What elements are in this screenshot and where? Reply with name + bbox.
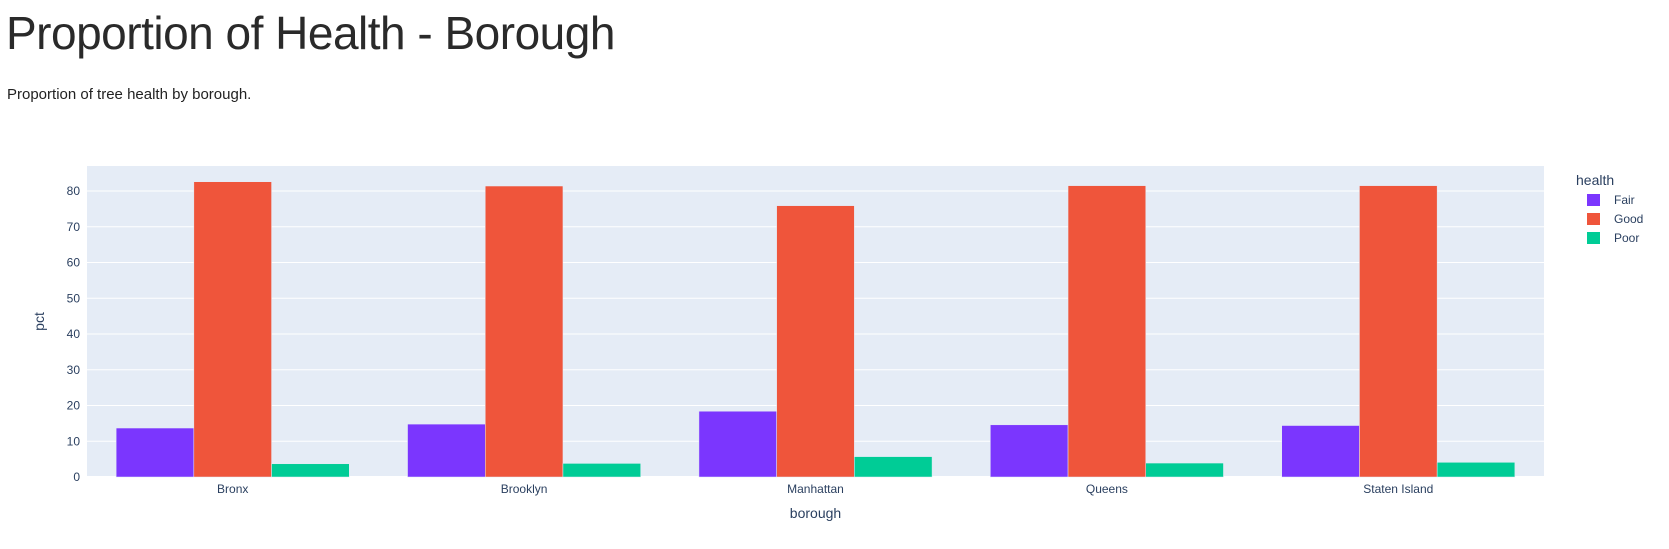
bar-fair-queens[interactable] [990, 424, 1069, 478]
bar-poor-staten-island[interactable] [1436, 462, 1516, 478]
y-tick-label: 70 [67, 220, 81, 234]
bar-good-queens[interactable] [1067, 185, 1147, 478]
legend-label-poor[interactable]: Poor [1614, 231, 1639, 245]
legend-swatch-good[interactable] [1587, 213, 1600, 225]
legend-title: health [1576, 172, 1614, 188]
x-axis-ticks: Bronx Brooklyn Manhattan Queens Staten Islan… [217, 482, 1433, 496]
y-tick-label: 20 [67, 399, 81, 413]
legend-swatch-poor[interactable] [1587, 232, 1600, 244]
bar-poor-queens[interactable] [1145, 462, 1224, 478]
y-tick-label: 80 [67, 184, 81, 198]
y-tick-label: 60 [67, 256, 81, 270]
bar-fair-bronx[interactable] [115, 427, 195, 478]
y-tick-label: 40 [67, 327, 81, 341]
bar-good-staten-island[interactable] [1359, 185, 1438, 478]
page-title: Proportion of Health - Borough [6, 7, 615, 59]
bar-good-manhattan[interactable] [776, 205, 855, 478]
bar-good-bronx[interactable] [193, 181, 272, 478]
legend-label-good[interactable]: Good [1614, 212, 1643, 226]
bars[interactable] [115, 181, 1516, 478]
x-tick-label: Brooklyn [501, 482, 548, 496]
x-axis-title: borough [790, 505, 841, 521]
x-tick-label: Staten Island [1363, 482, 1433, 496]
bar-fair-manhattan[interactable] [698, 410, 777, 478]
bar-fair-staten-island[interactable] [1281, 425, 1360, 478]
bar-fair-brooklyn[interactable] [407, 423, 486, 478]
bar-poor-bronx[interactable] [271, 463, 350, 478]
bar-good-brooklyn[interactable] [484, 185, 564, 478]
y-tick-label: 0 [73, 470, 80, 484]
y-axis-ticks: 0 10 20 30 40 50 60 70 80 [67, 184, 81, 484]
legend[interactable]: health Fair Good Poor [1576, 172, 1643, 245]
page-subtitle: Proportion of tree health by borough. [7, 86, 252, 103]
bar-poor-manhattan[interactable] [854, 456, 933, 478]
x-tick-label: Bronx [217, 482, 248, 496]
bar-poor-brooklyn[interactable] [562, 463, 641, 478]
y-tick-label: 10 [67, 434, 81, 448]
x-tick-label: Manhattan [787, 482, 844, 496]
y-tick-label: 30 [67, 363, 81, 377]
x-tick-label: Queens [1086, 482, 1128, 496]
y-tick-label: 50 [67, 291, 81, 305]
y-axis-title: pct [31, 312, 47, 331]
legend-label-fair[interactable]: Fair [1614, 193, 1635, 207]
legend-swatch-fair[interactable] [1587, 194, 1600, 206]
